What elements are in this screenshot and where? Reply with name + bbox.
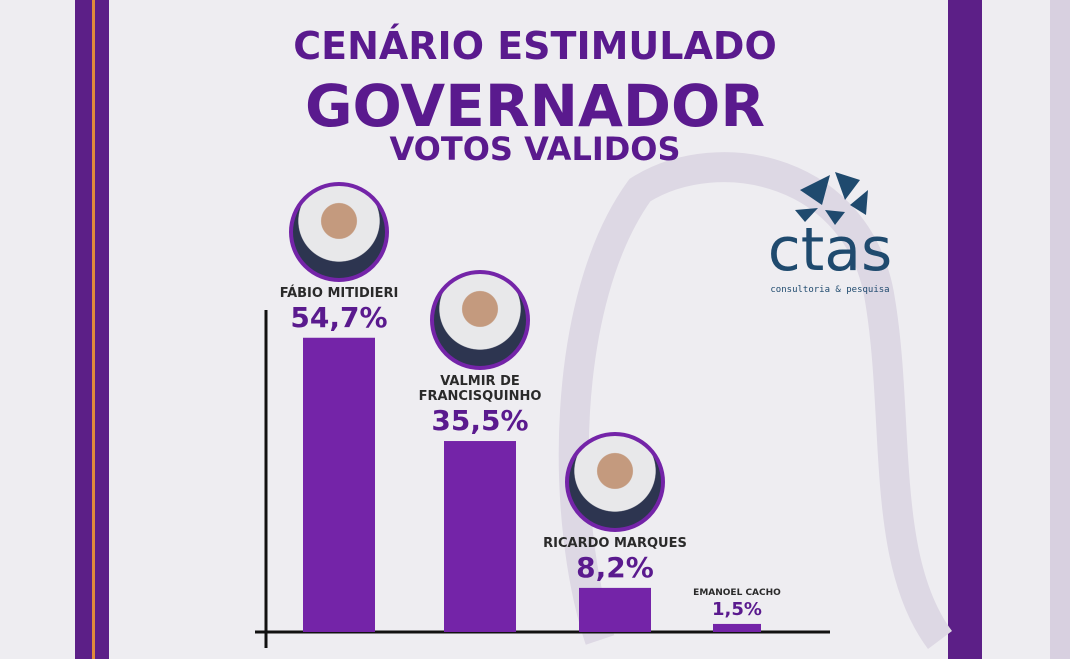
side-stripe-accent [92,0,95,659]
chart-annotation: VOTOS VALIDOS [389,130,681,168]
category-label: VALMIR DE FRANCISQUINHO [418,374,542,405]
value-label: 8,2% [576,550,654,584]
candidate-photo [289,181,389,282]
watermark [558,152,953,649]
chart-title: CENÁRIO ESTIMULADO [293,24,777,68]
logo-name: ctas [768,215,893,285]
candidate-photo [565,431,665,532]
side-stripe [948,0,982,659]
category-label: FÁBIO MITIDIERI [279,285,399,301]
logo-tagline: consultoria & pesquisa [770,285,889,295]
bar [579,587,651,632]
logo-icon [795,172,868,225]
value-label: 54,7% [290,300,388,334]
chart-subtitle: GOVERNADOR [304,72,766,140]
category-label: RICARDO MARQUES [543,535,687,551]
bar [713,623,761,632]
candidate-photo [430,270,530,371]
category-label: EMANOEL CACHO [693,587,781,598]
bar [444,441,516,632]
value-label: 35,5% [431,404,529,438]
edge [1050,0,1070,659]
value-label: 1,5% [712,598,762,620]
bar [303,337,375,632]
